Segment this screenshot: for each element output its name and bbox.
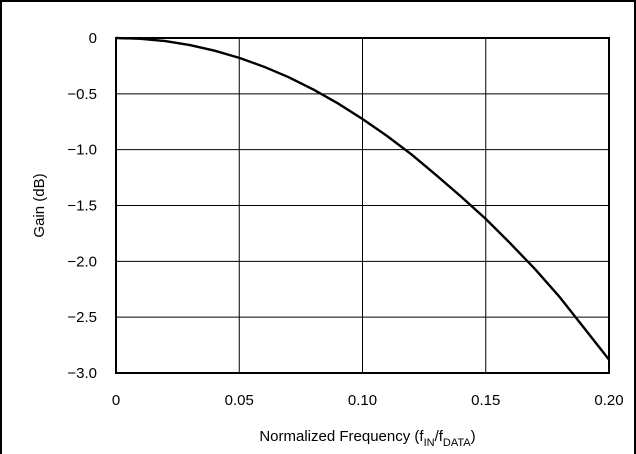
- x-tick-label-1: 0.05: [225, 392, 254, 409]
- x-tick-label-4: 0.20: [594, 392, 623, 409]
- x-axis-label-prefix: Normalized Frequency (f: [259, 428, 424, 445]
- y-tick-label-5: −2.5: [67, 309, 97, 326]
- y-tick-label-3: −1.5: [67, 198, 97, 215]
- x-tick-label-3: 0.15: [471, 392, 500, 409]
- y-tick-label-1: −0.5: [67, 86, 97, 103]
- x-tick-label-2: 0.10: [348, 392, 377, 409]
- x-axis-label-mid: /f: [435, 428, 444, 445]
- y-axis-label: Gain (dB): [31, 173, 48, 237]
- x-axis-label-sub-in: IN: [424, 437, 435, 449]
- grid-lines: [115, 37, 610, 374]
- y-tick-label-6: −3.0: [67, 365, 97, 382]
- y-tick-label-0: 0: [89, 30, 97, 47]
- gain-curve: [115, 36, 610, 361]
- x-axis-label: Normalized Frequency (fIN/fDATA): [259, 428, 475, 449]
- plot-border: [115, 37, 610, 374]
- y-tick-label-4: −2.0: [67, 253, 97, 270]
- x-axis-label-sub-data: DATA: [443, 437, 471, 449]
- tick-labels: 0 0.05 0.10 0.15 0.20 0 −0.5 −1.0 −1.5 −2.0 −2.5 −3…: [67, 30, 623, 409]
- x-tick-label-0: 0: [112, 392, 120, 409]
- x-axis-label-suffix: ): [471, 428, 476, 445]
- y-tick-label-2: −1.0: [67, 142, 97, 159]
